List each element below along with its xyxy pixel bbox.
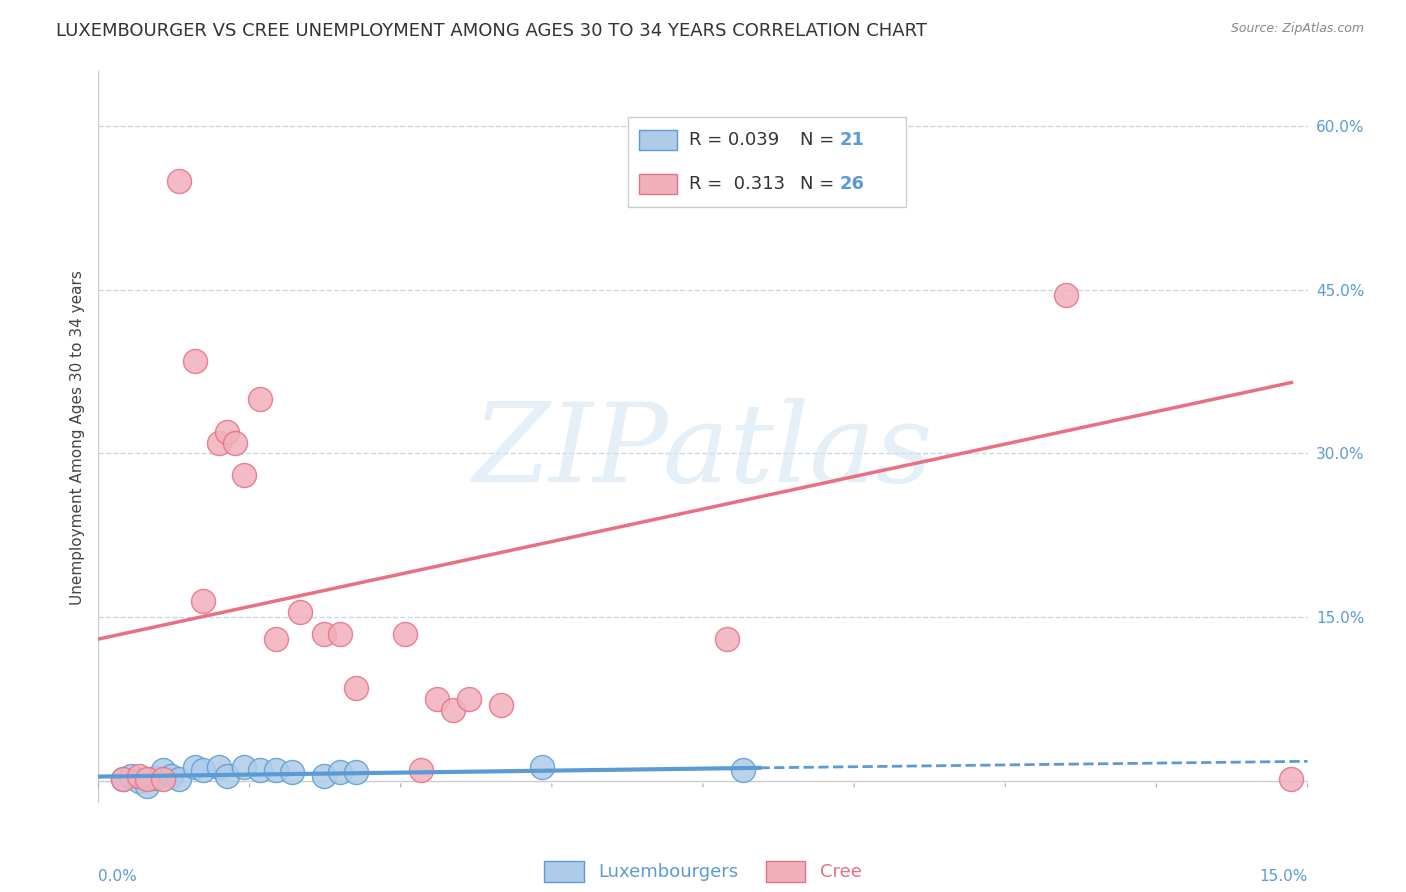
Point <box>193 594 215 608</box>
Legend: Luxembourgers, Cree: Luxembourgers, Cree <box>537 854 869 888</box>
Point <box>288 605 311 619</box>
Point <box>426 692 449 706</box>
Text: LUXEMBOURGER VS CREE UNEMPLOYMENT AMONG AGES 30 TO 34 YEARS CORRELATION CHART: LUXEMBOURGER VS CREE UNEMPLOYMENT AMONG … <box>56 22 927 40</box>
Y-axis label: Unemployment Among Ages 30 to 34 years: Unemployment Among Ages 30 to 34 years <box>69 269 84 605</box>
Point <box>208 435 231 450</box>
Point <box>208 760 231 774</box>
Point <box>224 435 246 450</box>
Point <box>458 692 481 706</box>
Point <box>152 763 174 777</box>
Point <box>135 772 157 786</box>
Point <box>184 760 207 774</box>
Point <box>232 468 254 483</box>
Point <box>491 698 513 712</box>
Point <box>160 768 183 782</box>
Text: ZIPatlas: ZIPatlas <box>472 398 934 506</box>
Point <box>409 763 432 777</box>
Text: N =: N = <box>800 176 835 194</box>
Text: R = 0.039: R = 0.039 <box>689 130 779 149</box>
Point <box>314 768 336 782</box>
Point <box>152 772 174 786</box>
Text: 0.0%: 0.0% <box>98 869 138 884</box>
Point <box>329 765 352 780</box>
Point <box>167 772 190 786</box>
Point <box>143 771 166 785</box>
Point <box>344 765 367 780</box>
Point <box>344 681 367 695</box>
Point <box>281 765 304 780</box>
Point <box>111 772 134 786</box>
Point <box>184 353 207 368</box>
Point <box>1281 772 1303 786</box>
Point <box>167 173 190 187</box>
Text: 26: 26 <box>839 176 865 194</box>
Point <box>128 774 150 789</box>
Point <box>530 760 553 774</box>
Text: 21: 21 <box>839 130 865 149</box>
Point <box>111 772 134 786</box>
Point <box>120 768 142 782</box>
Text: N =: N = <box>800 130 835 149</box>
Point <box>264 632 287 646</box>
Text: R =  0.313: R = 0.313 <box>689 176 785 194</box>
Point <box>128 768 150 782</box>
Point <box>217 768 239 782</box>
Point <box>249 763 271 777</box>
Point <box>441 703 464 717</box>
Point <box>232 760 254 774</box>
Point <box>716 632 738 646</box>
Text: 15.0%: 15.0% <box>1260 869 1308 884</box>
Text: Source: ZipAtlas.com: Source: ZipAtlas.com <box>1230 22 1364 36</box>
Point <box>249 392 271 406</box>
Point <box>217 425 239 439</box>
Point <box>394 626 416 640</box>
Point <box>264 763 287 777</box>
Point <box>135 780 157 794</box>
Point <box>733 763 755 777</box>
Point <box>193 763 215 777</box>
Point <box>1054 288 1077 302</box>
Point <box>314 626 336 640</box>
Point <box>329 626 352 640</box>
